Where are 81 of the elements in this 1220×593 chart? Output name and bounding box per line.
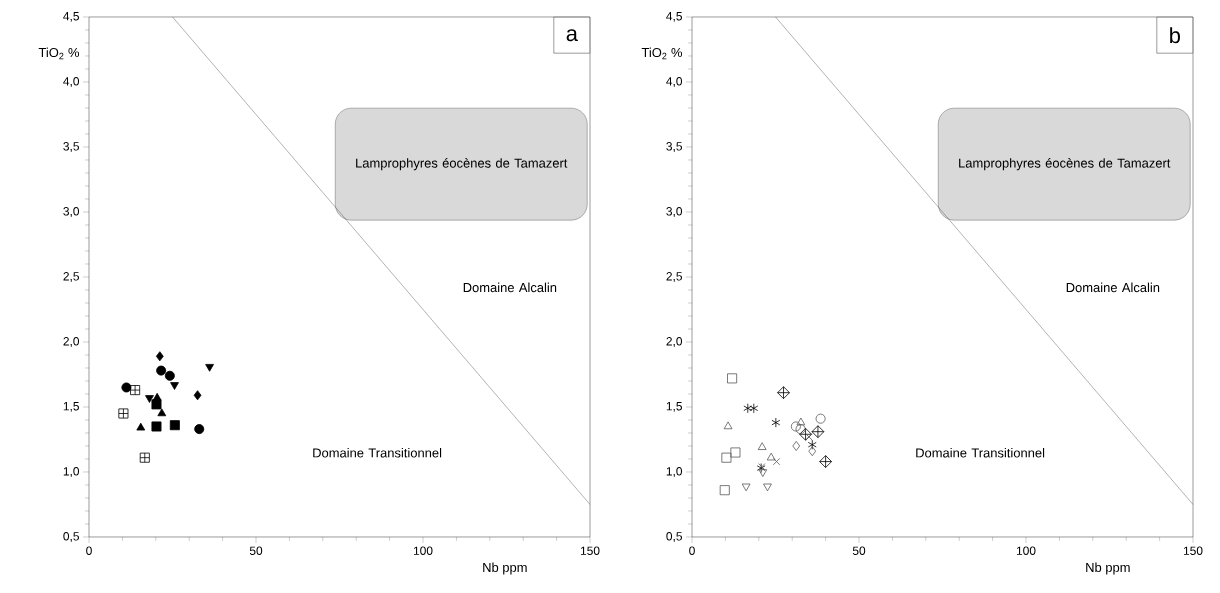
y-tick-label: 4,5 xyxy=(63,12,79,22)
y-tick-label: 3,0 xyxy=(666,207,683,217)
point xyxy=(169,420,180,431)
point xyxy=(155,351,164,362)
x-tick-label: 100 xyxy=(413,546,433,555)
y-tick-label: 1,5 xyxy=(63,402,79,412)
y-axis-title: TiO$_{2}$ % xyxy=(641,47,683,60)
y-tick-label: 3,5 xyxy=(63,142,79,152)
point xyxy=(792,441,801,451)
y-tick-label: 1,0 xyxy=(666,467,683,477)
point xyxy=(205,363,214,372)
y-tick-label: 1,5 xyxy=(666,402,682,412)
x-axis-title: Nb ppm xyxy=(483,562,527,575)
point xyxy=(145,395,154,403)
point xyxy=(757,442,767,450)
point xyxy=(808,446,817,457)
x-tick-label: 50 xyxy=(852,546,866,555)
point xyxy=(805,433,813,441)
point xyxy=(727,373,738,384)
x-tick-label: 0 xyxy=(689,546,695,555)
point xyxy=(170,382,179,390)
point xyxy=(807,439,817,450)
point xyxy=(758,469,768,477)
x-tick-label: 150 xyxy=(580,546,600,555)
annotation: Lamprophyres éocènes de Tamazert xyxy=(356,158,568,171)
point xyxy=(719,485,730,496)
point xyxy=(118,408,129,419)
y-tick-label: 0,5 xyxy=(63,532,79,542)
point xyxy=(721,452,732,463)
annotation: Domaine Transitionnel xyxy=(916,447,1045,458)
y-tick-label: 2,5 xyxy=(666,272,682,282)
point xyxy=(156,365,167,376)
y-tick-label: 1,0 xyxy=(63,467,80,477)
y-tick-label: 3,0 xyxy=(63,207,80,217)
chart-title: b xyxy=(1170,27,1180,44)
annotation: Domaine Alcalin xyxy=(463,282,557,293)
chart-title: a xyxy=(566,29,578,42)
y-tick-label: 4,5 xyxy=(666,12,682,22)
point xyxy=(151,399,162,410)
point xyxy=(194,424,205,435)
annotation: Domaine Alcalin xyxy=(1066,282,1160,293)
point xyxy=(121,382,132,393)
point xyxy=(743,403,753,414)
point xyxy=(164,370,175,381)
y-tick-label: 4,0 xyxy=(666,77,683,87)
point xyxy=(811,425,825,439)
point xyxy=(815,413,826,424)
point xyxy=(766,452,776,461)
point xyxy=(741,483,751,492)
x-tick-label: 150 xyxy=(1183,546,1203,555)
point xyxy=(139,452,150,463)
x-axis-title: Nb ppm xyxy=(1086,562,1130,575)
point xyxy=(777,386,790,400)
point xyxy=(790,421,801,432)
annotation: Lamprophyres éocènes de Tamazert xyxy=(959,158,1171,171)
y-tick-label: 2,0 xyxy=(63,337,80,347)
y-tick-label: 3,5 xyxy=(666,142,682,152)
y-tick-label: 2,5 xyxy=(63,272,79,282)
point xyxy=(730,447,741,458)
point xyxy=(796,417,806,426)
y-tick-label: 2,0 xyxy=(666,337,683,347)
x-tick-label: 50 xyxy=(249,546,263,555)
annotation: Domaine Transitionnel xyxy=(313,447,442,458)
point xyxy=(749,403,759,414)
point xyxy=(157,408,167,417)
point xyxy=(151,421,162,432)
y-tick-label: 4,0 xyxy=(63,77,80,87)
point xyxy=(772,457,781,466)
x-tick-label: 0 xyxy=(86,546,92,555)
point xyxy=(193,390,202,401)
point xyxy=(763,483,772,492)
point xyxy=(771,417,781,428)
point xyxy=(819,455,832,468)
y-tick-label: 0,5 xyxy=(666,532,682,542)
point xyxy=(799,427,812,441)
x-tick-label: 100 xyxy=(1016,546,1036,555)
y-axis-title: TiO$_{2}$ % xyxy=(38,47,80,60)
point xyxy=(130,385,141,396)
point xyxy=(136,422,146,431)
point xyxy=(795,424,806,435)
point xyxy=(723,421,733,430)
